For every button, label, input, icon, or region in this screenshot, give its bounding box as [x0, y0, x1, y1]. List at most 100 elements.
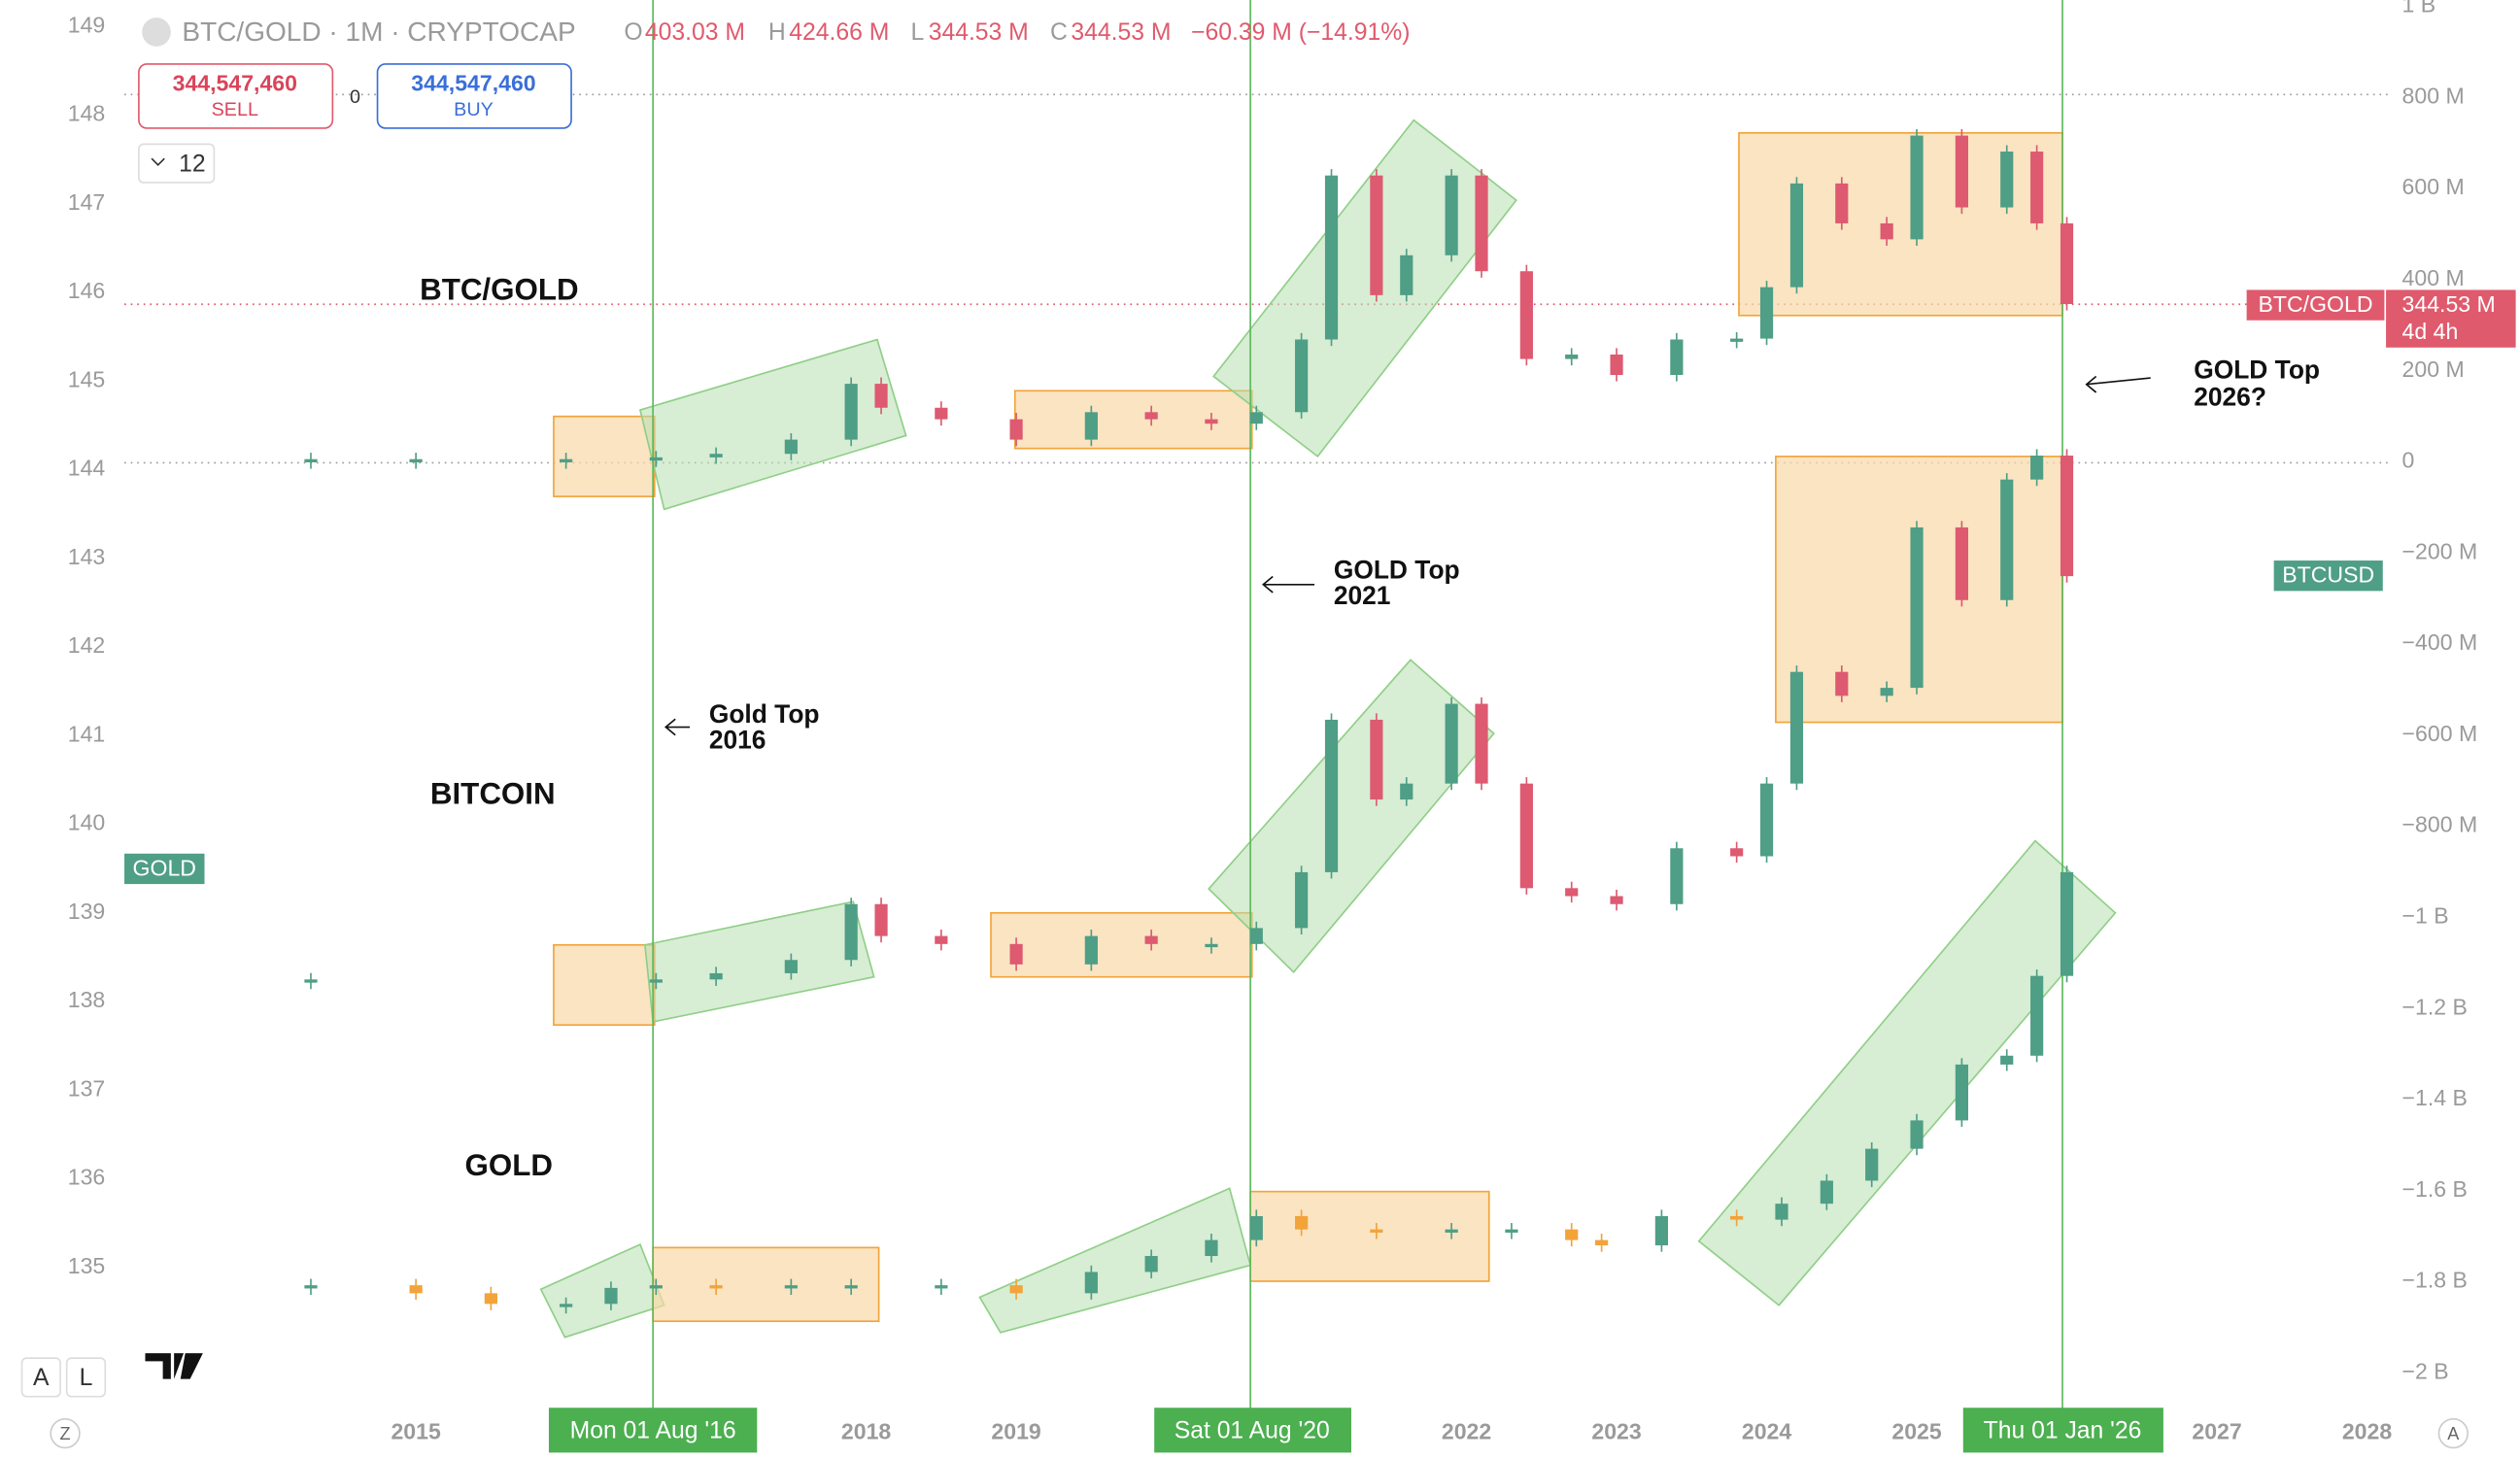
series-label: BITCOIN — [430, 777, 556, 811]
arrow — [664, 718, 691, 736]
candle — [2030, 152, 2044, 223]
y-tick-label: 141 — [68, 721, 106, 746]
candle — [1249, 928, 1263, 944]
candle — [935, 407, 948, 420]
y-tick-label: 137 — [68, 1075, 106, 1101]
sell-button[interactable] — [138, 63, 334, 129]
y2-tick-label: 200 M — [2402, 356, 2465, 382]
candle — [1084, 412, 1098, 440]
annotation: GOLD Top — [1334, 556, 1460, 585]
range-box — [553, 415, 656, 497]
x-tick-label: 2019 — [991, 1419, 1040, 1444]
zoom-text: Z — [60, 1424, 71, 1443]
x-tick-label: 2018 — [841, 1419, 892, 1444]
ohlc-value: 403.03 M — [645, 19, 745, 46]
ohlc-label: H — [768, 19, 786, 46]
candle — [1519, 783, 1533, 889]
candle — [1654, 1215, 1669, 1246]
candle — [1730, 1215, 1744, 1220]
y-tick-label: 139 — [68, 899, 106, 924]
candle — [1445, 703, 1458, 784]
candle — [709, 972, 723, 980]
x-tick-label: 2015 — [391, 1419, 441, 1444]
candle — [1880, 222, 1893, 240]
candle — [1910, 135, 1924, 240]
x-tick-label: 2025 — [1891, 1419, 1942, 1444]
chevron — [151, 157, 165, 166]
log-button[interactable] — [65, 1357, 107, 1398]
axis-button[interactable] — [2437, 1417, 2469, 1449]
candle — [1009, 419, 1023, 440]
candle — [1730, 338, 1744, 342]
price-tag — [2386, 289, 2516, 348]
candle — [2030, 456, 2044, 480]
candle — [709, 1285, 723, 1289]
candle — [1370, 1229, 1383, 1233]
candle — [1565, 355, 1579, 359]
candle — [1400, 783, 1413, 800]
zoom-button[interactable] — [50, 1417, 81, 1449]
candle — [1775, 1204, 1788, 1220]
y-tick-label: 138 — [68, 987, 106, 1012]
candle — [604, 1287, 618, 1305]
annotation: GOLD Top — [2194, 355, 2320, 384]
y-tick-label: 140 — [68, 810, 106, 835]
candle — [1865, 1148, 1879, 1181]
candle — [1595, 1239, 1609, 1246]
candle — [1789, 183, 1804, 288]
date-tag — [1154, 1408, 1351, 1453]
candle — [1955, 1064, 1968, 1121]
auto-button[interactable] — [20, 1357, 61, 1398]
arrow — [2085, 375, 2151, 393]
candle — [844, 1285, 858, 1289]
sell-price: 344,547,460 — [173, 70, 297, 95]
candle — [1475, 703, 1488, 784]
annotation: Gold Top — [709, 699, 820, 729]
trend-box — [1212, 119, 1517, 458]
y-tick-label: 136 — [68, 1165, 106, 1190]
y-tick-label: 145 — [68, 366, 106, 391]
y-tick-label: 146 — [68, 278, 106, 303]
candle — [935, 1285, 948, 1289]
indicators-toggle[interactable] — [138, 143, 216, 184]
y2-tick-label: −2 B — [2402, 1358, 2449, 1383]
candle — [1370, 175, 1383, 295]
y2-tick-label: 1 B — [2402, 0, 2436, 17]
indicator-count: 12 — [179, 151, 206, 177]
buy-button[interactable] — [376, 63, 572, 129]
plot-area — [110, 0, 2396, 1413]
candle — [1505, 1229, 1518, 1233]
candle — [1565, 1229, 1579, 1240]
ohlc-label: C — [1050, 19, 1068, 46]
y-tick-label: 149 — [68, 12, 106, 37]
date-tag — [1962, 1408, 2163, 1453]
candle — [1249, 412, 1263, 424]
candle — [1205, 1239, 1218, 1257]
y-tick-label: 142 — [68, 632, 106, 658]
candle — [1084, 1272, 1098, 1294]
candle — [1565, 888, 1579, 897]
axis-text: A — [2447, 1424, 2460, 1443]
candle — [1445, 1229, 1458, 1233]
candle — [844, 903, 858, 961]
candle — [2000, 152, 2014, 208]
x-tick-label: 2027 — [2192, 1419, 2241, 1444]
candle — [1249, 1215, 1263, 1240]
candle — [649, 979, 663, 983]
y-tick-label: 143 — [68, 544, 106, 569]
candle — [1820, 1180, 1833, 1205]
candle — [1144, 412, 1158, 420]
scale-tag-text: BTC/GOLD — [2259, 291, 2373, 317]
candles — [304, 129, 2074, 1314]
spread: 0 — [350, 86, 360, 108]
scale-tag — [2246, 289, 2385, 321]
candle — [1370, 719, 1383, 800]
y2-tick-label: 800 M — [2402, 83, 2465, 108]
price-tag-text: 344.53 M — [2402, 291, 2496, 317]
logo — [145, 1353, 203, 1379]
candle — [1835, 183, 1849, 223]
scale-tag-text: BTCUSD — [2282, 562, 2374, 588]
candle — [1144, 935, 1158, 944]
trend-box — [1697, 839, 2117, 1306]
